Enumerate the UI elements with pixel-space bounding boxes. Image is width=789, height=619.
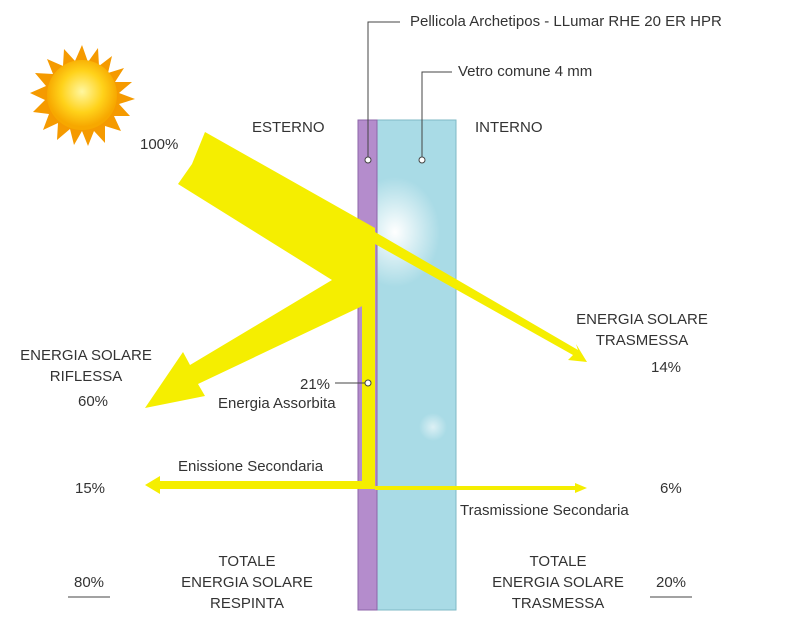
leader-dot xyxy=(364,379,372,387)
transmitted-label: ENERGIA SOLARE xyxy=(576,311,708,328)
percent: 6% xyxy=(660,480,682,497)
percent: 60% xyxy=(78,393,108,410)
percent: 100% xyxy=(140,136,178,153)
total-label: ENERGIA SOLARE xyxy=(181,574,313,591)
percent: 15% xyxy=(75,480,105,497)
percent: 21% xyxy=(300,376,330,393)
leader-dot xyxy=(418,156,426,164)
percent: 80% xyxy=(74,574,104,591)
film-label: Pellicola Archetipos - LLumar RHE 20 ER … xyxy=(410,13,722,30)
side-label: ESTERNO xyxy=(252,119,325,136)
energy-arrows xyxy=(145,132,587,494)
emission-label: Enissione Secondaria xyxy=(178,458,324,475)
absorbed-label: Energia Assorbita xyxy=(218,395,336,412)
total-label: RESPINTA xyxy=(210,595,284,612)
leader-line xyxy=(421,71,452,160)
transmitted-label: TRASMESSA xyxy=(596,332,689,349)
glare xyxy=(419,413,447,441)
side-label: INTERNO xyxy=(475,119,543,136)
reflected-label: ENERGIA SOLARE xyxy=(20,347,152,364)
leader-dot xyxy=(364,156,372,164)
reflected-label: RIFLESSA xyxy=(50,368,123,385)
percent: 20% xyxy=(656,574,686,591)
total-label: ENERGIA SOLARE xyxy=(492,574,624,591)
total-label: TOTALE xyxy=(530,553,587,570)
total-label: TOTALE xyxy=(219,553,276,570)
glass-label: Vetro comune 4 mm xyxy=(458,63,592,80)
sun xyxy=(30,45,135,146)
percent: 14% xyxy=(651,359,681,376)
leader-line xyxy=(367,21,400,160)
transmission-label: Trasmissione Secondaria xyxy=(460,502,629,519)
total-label: TRASMESSA xyxy=(512,595,605,612)
